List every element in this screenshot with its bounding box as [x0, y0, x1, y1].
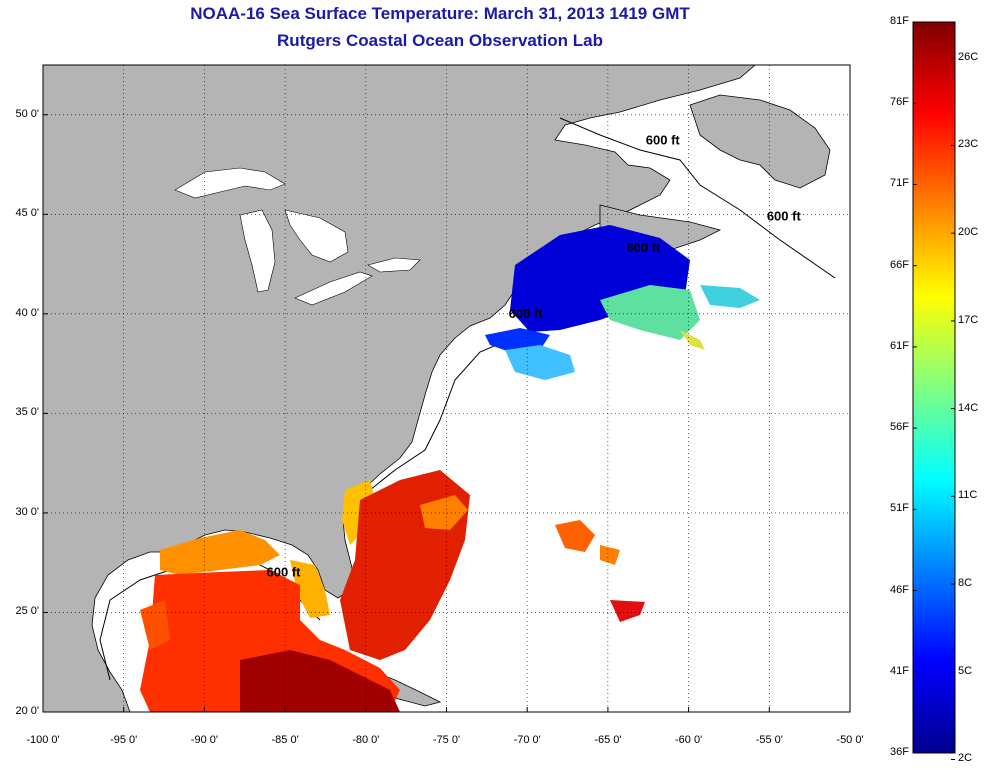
colorbar-ticks	[913, 21, 955, 760]
lat-tick-label: 25 0'	[15, 605, 39, 618]
colorbar-c-label: 17C	[958, 313, 979, 326]
lon-tick-label: -95 0'	[110, 734, 138, 746]
colorbar-c-label: 2C	[958, 752, 973, 765]
lat-tick-label: 40 0'	[15, 306, 39, 319]
lon-tick-label: -85 0'	[271, 734, 299, 746]
colorbar-f-label: 76F	[890, 96, 909, 109]
colorbar-f-label: 66F	[890, 258, 909, 271]
colorbar-c-label: 14C	[958, 401, 979, 414]
lake-superior	[174, 167, 286, 199]
colorbar-c-label: 20C	[958, 226, 979, 239]
contour-labels: 600 ft 600 ft 600 ft 600 ft 600 ft	[267, 133, 802, 580]
contour-label: 600 ft	[509, 306, 544, 321]
lon-tick-label: -75 0'	[432, 734, 461, 746]
lon-tick-label: -80 0'	[352, 734, 380, 746]
maritimes-land	[689, 94, 831, 189]
colorbar-f-label: 61F	[890, 339, 909, 352]
colorbar-scale	[912, 21, 956, 754]
colorbar-c-label: 26C	[958, 50, 979, 63]
colorbar-f-label: 56F	[890, 421, 909, 434]
contour-label: 600 ft	[267, 565, 302, 580]
colorbar-c-label: 23C	[958, 138, 979, 151]
graticule	[42, 65, 851, 713]
sst-data-layer	[140, 225, 760, 712]
colorbar-f-label: 81F	[890, 15, 909, 27]
colorbar-f-label: 46F	[890, 583, 909, 596]
lat-tick-label: 35 0'	[15, 406, 39, 419]
contour-label: 600 ft	[626, 240, 661, 255]
colorbar-c-label: 11C	[958, 489, 978, 502]
lon-tick-label: -50 0'	[836, 734, 864, 746]
lat-tick-label: 50 0'	[15, 107, 39, 120]
lat-tick-label: 45 0'	[15, 207, 39, 220]
lon-tick-label: -100 0'	[26, 734, 60, 746]
lon-tick-label: -90 0'	[190, 734, 218, 746]
lat-tick-label: 20 0'	[15, 705, 39, 717]
colorbar-f-label: 36F	[890, 746, 909, 758]
map-title: NOAA-16 Sea Surface Temperature: March 3…	[190, 4, 690, 23]
lon-tick-label: -60 0'	[675, 734, 703, 746]
colorbar-c-label: 5C	[958, 664, 973, 677]
lon-tick-label: -65 0'	[594, 734, 622, 746]
north-america-land	[43, 65, 756, 712]
lon-tick-label: -70 0'	[513, 734, 541, 746]
lake-ontario	[367, 257, 421, 273]
colorbar-f-label: 71F	[890, 177, 909, 190]
lake-erie	[294, 271, 373, 306]
lon-tick-label: -55 0'	[755, 734, 783, 746]
lake-michigan	[239, 209, 276, 293]
contour-label: 600 ft	[646, 133, 681, 148]
colorbar-f-label: 51F	[890, 502, 909, 515]
lake-huron	[284, 209, 349, 263]
lat-tick-label: 30 0'	[15, 505, 39, 518]
colorbar-f-label: 41F	[890, 664, 909, 677]
contour-label: 600 ft	[767, 208, 802, 223]
colorbar-c-label: 8C	[958, 577, 973, 590]
map-subtitle: Rutgers Coastal Ocean Observation Lab	[277, 31, 603, 50]
